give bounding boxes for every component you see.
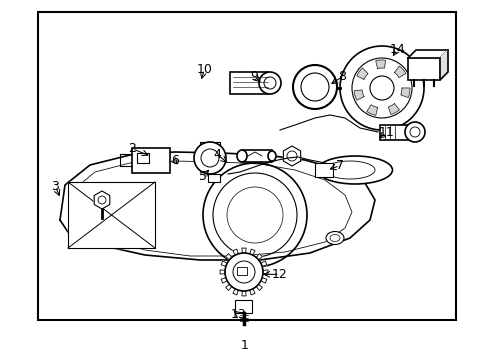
Polygon shape xyxy=(263,270,267,274)
Text: 4: 4 xyxy=(213,148,221,161)
FancyBboxPatch shape xyxy=(235,301,252,314)
Polygon shape xyxy=(60,152,374,260)
Text: 8: 8 xyxy=(338,70,346,83)
Polygon shape xyxy=(242,291,245,296)
Text: 10: 10 xyxy=(196,63,212,76)
Circle shape xyxy=(224,253,263,291)
Text: 13: 13 xyxy=(230,308,245,321)
Polygon shape xyxy=(283,146,300,166)
Bar xyxy=(242,150,271,162)
Circle shape xyxy=(292,65,336,109)
Ellipse shape xyxy=(267,151,275,161)
Polygon shape xyxy=(249,249,255,255)
Polygon shape xyxy=(375,60,385,68)
Ellipse shape xyxy=(325,231,343,244)
Ellipse shape xyxy=(317,156,392,184)
Polygon shape xyxy=(394,66,405,77)
Polygon shape xyxy=(256,284,262,291)
Polygon shape xyxy=(68,182,155,248)
Polygon shape xyxy=(260,261,266,266)
Circle shape xyxy=(259,72,281,94)
Polygon shape xyxy=(225,253,231,260)
Bar xyxy=(314,163,332,177)
Polygon shape xyxy=(242,248,245,253)
Polygon shape xyxy=(366,105,377,115)
Text: 2: 2 xyxy=(128,142,136,155)
Polygon shape xyxy=(353,90,363,100)
Polygon shape xyxy=(232,249,238,255)
Text: 12: 12 xyxy=(271,268,287,281)
Polygon shape xyxy=(249,289,255,295)
Polygon shape xyxy=(407,50,447,58)
Text: 7: 7 xyxy=(335,159,343,172)
Polygon shape xyxy=(356,68,367,79)
Polygon shape xyxy=(220,270,224,274)
Bar xyxy=(132,148,170,173)
Polygon shape xyxy=(225,284,231,291)
Bar xyxy=(379,125,414,140)
Polygon shape xyxy=(439,50,447,80)
Polygon shape xyxy=(400,88,409,98)
Text: 11: 11 xyxy=(378,126,393,139)
Polygon shape xyxy=(232,289,238,295)
Text: 9: 9 xyxy=(250,70,258,83)
Bar xyxy=(407,58,439,80)
Circle shape xyxy=(404,122,424,142)
Polygon shape xyxy=(94,191,110,209)
Text: 5: 5 xyxy=(199,170,206,183)
Ellipse shape xyxy=(237,150,246,162)
Text: 14: 14 xyxy=(388,43,404,56)
Text: 1: 1 xyxy=(240,339,248,352)
Polygon shape xyxy=(260,278,266,283)
Circle shape xyxy=(339,46,423,130)
Polygon shape xyxy=(387,104,399,114)
Polygon shape xyxy=(256,253,262,260)
Bar xyxy=(229,72,267,94)
Text: 6: 6 xyxy=(170,154,178,167)
Bar xyxy=(137,153,149,163)
Polygon shape xyxy=(221,278,227,283)
Bar xyxy=(38,12,455,320)
Bar xyxy=(207,174,220,182)
Bar xyxy=(237,267,246,275)
Text: 3: 3 xyxy=(51,180,59,193)
Polygon shape xyxy=(221,261,227,266)
Circle shape xyxy=(194,142,225,174)
